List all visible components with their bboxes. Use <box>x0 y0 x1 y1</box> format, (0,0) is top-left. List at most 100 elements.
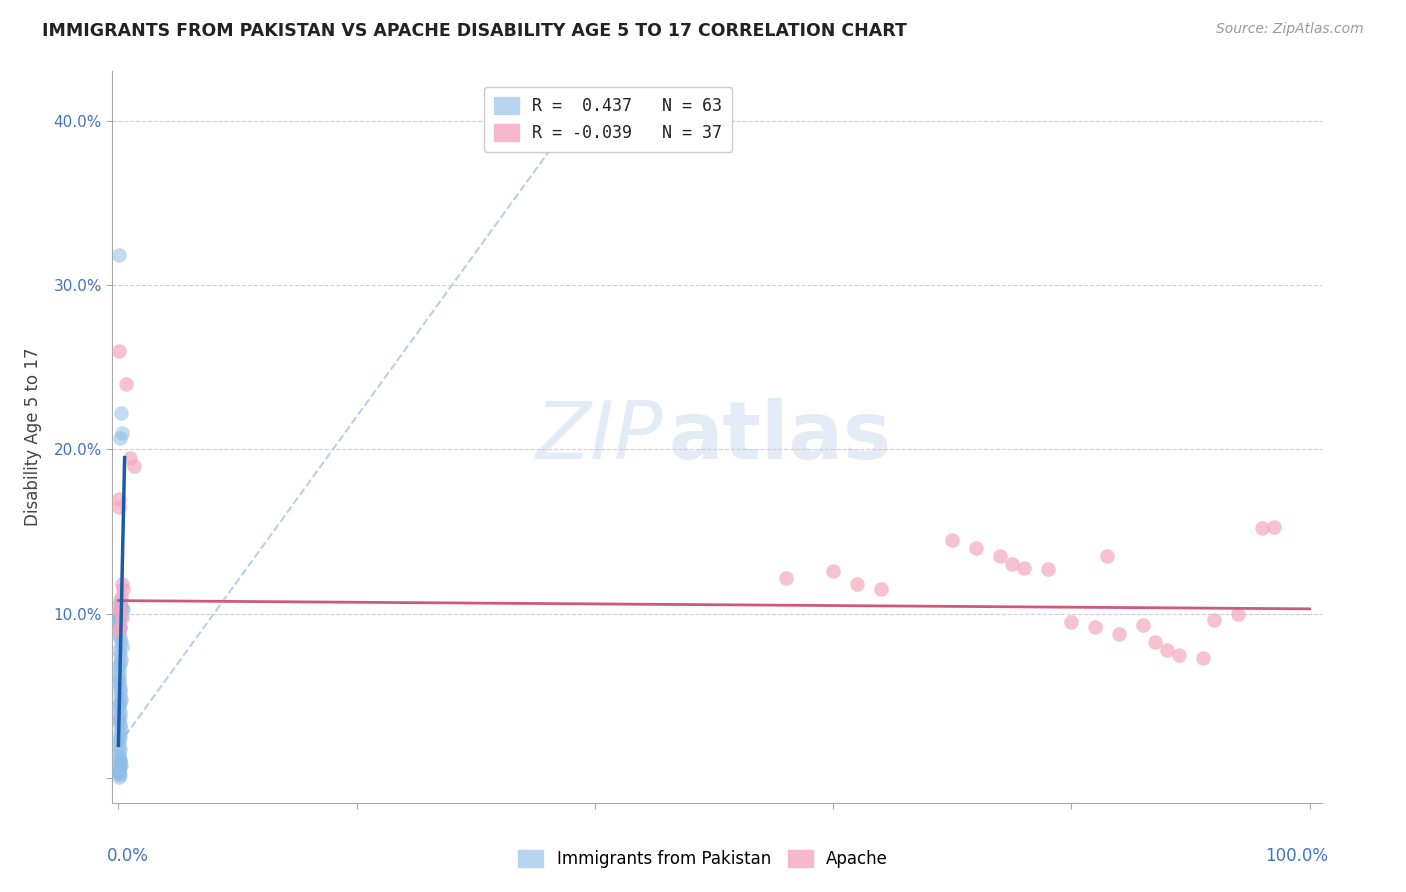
Point <box>108 615 131 629</box>
Point <box>108 656 131 670</box>
Point <box>107 616 129 631</box>
Point <box>108 696 131 710</box>
Point <box>108 697 131 711</box>
Point <box>1036 562 1059 576</box>
Point <box>108 739 131 753</box>
Point <box>1012 560 1035 574</box>
Point <box>110 759 132 773</box>
Point <box>108 712 131 726</box>
Point <box>1132 618 1154 632</box>
Point <box>108 681 131 695</box>
Point <box>1251 521 1274 535</box>
Point <box>941 533 963 547</box>
Point <box>1108 626 1130 640</box>
Point <box>120 450 142 465</box>
Point <box>108 599 131 613</box>
Point <box>108 248 131 262</box>
Point <box>107 622 129 636</box>
Point <box>107 700 129 714</box>
Y-axis label: Disability Age 5 to 17: Disability Age 5 to 17 <box>24 348 42 526</box>
Point <box>114 376 136 391</box>
Point <box>108 768 131 782</box>
Point <box>110 591 132 605</box>
Point <box>108 708 131 723</box>
Legend: Immigrants from Pakistan, Apache: Immigrants from Pakistan, Apache <box>512 843 894 875</box>
Point <box>110 753 132 767</box>
Point <box>870 582 893 596</box>
Point <box>111 640 134 654</box>
Point <box>108 620 131 634</box>
Point <box>108 733 131 747</box>
Point <box>111 603 134 617</box>
Point <box>988 549 1011 564</box>
Point <box>107 613 129 627</box>
Point <box>110 634 132 648</box>
Point <box>1204 613 1226 627</box>
Point <box>111 425 134 440</box>
Point <box>108 648 131 662</box>
Point <box>1095 549 1118 564</box>
Point <box>1263 519 1285 533</box>
Point <box>108 714 131 728</box>
Point <box>108 665 131 679</box>
Text: 100.0%: 100.0% <box>1264 847 1327 864</box>
Text: 0.0%: 0.0% <box>107 847 148 864</box>
Point <box>1167 648 1189 662</box>
Point <box>108 620 131 634</box>
Point <box>107 659 129 673</box>
Point <box>110 758 132 772</box>
Point <box>108 764 131 779</box>
Point <box>122 458 145 473</box>
Point <box>1227 607 1250 621</box>
Point <box>108 603 131 617</box>
Point <box>110 689 132 703</box>
Point <box>108 610 131 624</box>
Point <box>108 605 131 619</box>
Point <box>1156 643 1178 657</box>
Point <box>110 692 132 706</box>
Point <box>108 764 131 779</box>
Text: ZIP: ZIP <box>536 398 662 476</box>
Point <box>823 564 845 578</box>
Point <box>111 577 134 591</box>
Point <box>1143 634 1166 648</box>
Point <box>110 406 132 420</box>
Point <box>1001 558 1024 572</box>
Point <box>108 610 131 624</box>
Point <box>111 602 134 616</box>
Point <box>110 599 132 613</box>
Point <box>965 541 987 555</box>
Point <box>110 706 132 720</box>
Legend: R =  0.437   N = 63, R = -0.039   N = 37: R = 0.437 N = 63, R = -0.039 N = 37 <box>484 87 733 152</box>
Point <box>846 577 869 591</box>
Point <box>110 431 132 445</box>
Point <box>108 761 131 775</box>
Point <box>108 741 131 756</box>
Point <box>108 626 131 640</box>
Point <box>108 597 131 611</box>
Text: IMMIGRANTS FROM PAKISTAN VS APACHE DISABILITY AGE 5 TO 17 CORRELATION CHART: IMMIGRANTS FROM PAKISTAN VS APACHE DISAB… <box>42 22 907 40</box>
Point <box>110 722 132 736</box>
Point <box>775 571 797 585</box>
Point <box>108 500 131 514</box>
Point <box>108 755 131 769</box>
Point <box>110 730 132 744</box>
Point <box>108 669 131 683</box>
Point <box>108 612 131 626</box>
Point <box>108 491 131 506</box>
Point <box>108 593 131 607</box>
Point <box>108 343 131 358</box>
Point <box>1060 615 1083 629</box>
Point <box>107 770 129 784</box>
Point <box>107 747 129 761</box>
Point <box>108 643 131 657</box>
Text: atlas: atlas <box>669 398 891 476</box>
Point <box>107 675 129 690</box>
Point <box>1191 651 1213 665</box>
Text: Source: ZipAtlas.com: Source: ZipAtlas.com <box>1216 22 1364 37</box>
Point <box>108 749 131 764</box>
Point <box>108 632 131 646</box>
Point <box>107 763 129 777</box>
Point <box>108 725 131 739</box>
Point <box>112 582 135 596</box>
